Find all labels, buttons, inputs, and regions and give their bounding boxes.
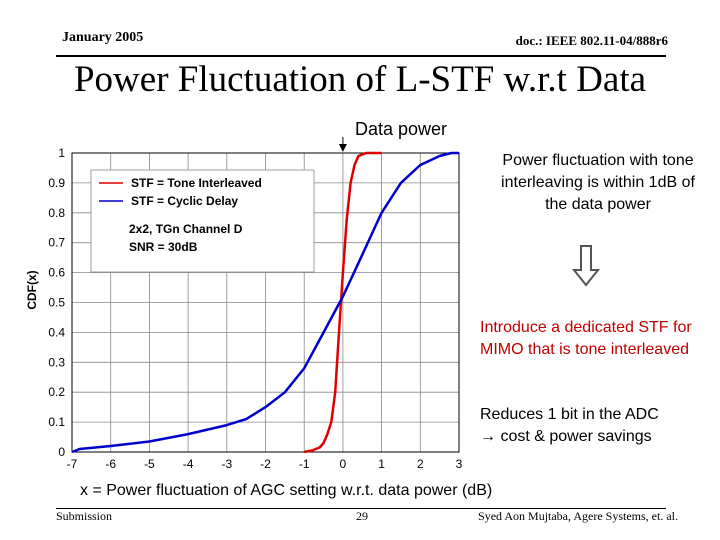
series-line xyxy=(71,151,459,454)
y-tick-label: 0 xyxy=(58,445,65,459)
footer-submission: Submission xyxy=(56,509,113,523)
footer-author: Syed Aon Mujtaba, Agere Systems, et. al. xyxy=(478,509,678,523)
reduces-adc-note: Reduces 1 bit in the ADC → cost & power … xyxy=(480,404,695,448)
legend-box xyxy=(90,169,315,273)
page-title: Power Fluctuation of L-STF w.r.t Data xyxy=(73,59,647,100)
fluctuation-note: Power fluctuation with tone interleaving… xyxy=(501,152,695,213)
x-tick-label: -3 xyxy=(221,457,232,471)
y-tick-label: 0.6 xyxy=(48,266,65,280)
chart-legend: STF = Tone Interleaved STF = Cyclic Delay… xyxy=(90,169,315,273)
y-tick-label: 0.9 xyxy=(48,176,65,190)
x-axis-label: x = Power fluctuation of AGC setting w.r… xyxy=(80,482,493,499)
marker-head xyxy=(338,144,347,152)
down-arrow-icon xyxy=(571,245,601,287)
x-tick-label: -2 xyxy=(260,457,271,471)
x-tick-label: 1 xyxy=(378,457,385,471)
introduce-stf-note: Introduce a dedicated STF for MIMO that … xyxy=(480,319,692,358)
header-divider xyxy=(56,55,666,57)
y-tick-label: 0.8 xyxy=(48,206,65,220)
series-line xyxy=(303,151,382,454)
x-tick-label: -1 xyxy=(299,457,310,471)
x-tick-label: 2 xyxy=(417,457,424,471)
x-tick-label: -7 xyxy=(67,457,78,471)
x-tick-label: 0 xyxy=(340,457,347,471)
y-tick-label: 0.3 xyxy=(48,355,65,369)
right-arrow-icon: → xyxy=(480,428,496,445)
x-tick-label: -6 xyxy=(105,457,116,471)
footer-divider xyxy=(56,508,666,509)
chart-series xyxy=(71,151,459,454)
y-tick-label: 0.7 xyxy=(48,236,65,250)
legend-caption: SNR = 30dB xyxy=(129,240,198,254)
legend-entry: STF = Tone Interleaved xyxy=(131,176,262,190)
x-tick-label: -5 xyxy=(144,457,155,471)
x-tick-label: -4 xyxy=(183,457,194,471)
y-axis-label: CDF(x) xyxy=(25,270,39,309)
y-tick-label: 0.4 xyxy=(48,325,65,339)
y-tick-label: 0.1 xyxy=(48,415,65,429)
legend-entry: STF = Cyclic Delay xyxy=(131,194,238,208)
y-tick-label: 1 xyxy=(58,146,65,160)
footer-page-number: 29 xyxy=(356,509,368,523)
cost-line: → cost & power savings xyxy=(480,426,695,448)
chart-axes: 0 0.1 0.2 0.3 0.4 0.5 0.6 0.7 0.8 0.9 1 -7 -6 -5 -4 -3 -… xyxy=(25,146,463,471)
legend-caption: 2x2, TGn Channel D xyxy=(129,222,243,236)
header-doc-id: doc.: IEEE 802.11-04/888r6 xyxy=(515,33,668,48)
y-tick-label: 0.5 xyxy=(48,296,65,310)
down-arrow-shape xyxy=(571,245,601,287)
data-power-marker xyxy=(338,137,347,152)
x-tick-label: 3 xyxy=(456,457,463,471)
cost-note: cost & power savings xyxy=(500,428,652,445)
data-power-label: Data power xyxy=(355,119,448,139)
y-tick-label: 0.2 xyxy=(48,385,65,399)
plot-frame xyxy=(71,152,460,453)
reduces-adc-line: Reduces 1 bit in the ADC xyxy=(480,406,659,423)
header-date: January 2005 xyxy=(62,30,144,45)
